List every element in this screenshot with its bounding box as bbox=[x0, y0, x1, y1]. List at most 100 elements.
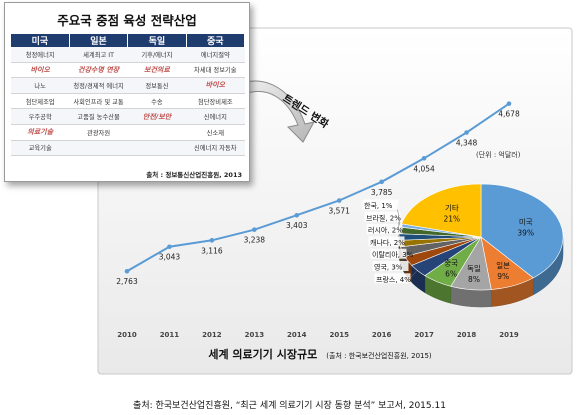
pie-label: 영국, 3% bbox=[374, 263, 403, 272]
table-row: 교육기술 신에너지 자동차 bbox=[11, 140, 245, 157]
data-label: 3,238 bbox=[244, 236, 266, 245]
table-cell: 기후/에너지 bbox=[127, 47, 187, 63]
x-tick-label: 2019 bbox=[499, 331, 519, 339]
x-tick-label: 2015 bbox=[329, 331, 349, 339]
table-cell: 첨단장비제조 bbox=[186, 93, 245, 110]
pie-label: 중국 6% bbox=[444, 258, 458, 278]
x-tick-label: 2014 bbox=[287, 331, 307, 339]
x-tick-label: 2016 bbox=[372, 331, 392, 339]
table-row: 의료기술 관광자원 신소재 bbox=[11, 124, 245, 141]
x-tick-label: 2017 bbox=[414, 331, 434, 339]
table-row: 청정에너지 세계최고 IT 기후/에너지 에너지절약 bbox=[11, 47, 245, 63]
table-cell: 안전/보안 bbox=[127, 108, 187, 125]
table-cell: 의료기술 bbox=[11, 124, 70, 141]
table-cell: 바이오 bbox=[186, 77, 245, 94]
pie-label: 일본 9% bbox=[496, 261, 510, 281]
x-tick-label: 2011 bbox=[160, 331, 180, 339]
table-cell: 신소재 bbox=[186, 124, 245, 141]
pie-label-box bbox=[366, 224, 403, 235]
table-cell: 수송 bbox=[127, 93, 187, 110]
table-cell: 사회인프라 및 교통 bbox=[69, 93, 128, 110]
data-point bbox=[124, 268, 130, 274]
table-cell: 첨단제조업 bbox=[11, 93, 70, 110]
table-header-row: 미국 일본 독일 중국 bbox=[11, 34, 246, 47]
data-point bbox=[464, 130, 469, 135]
pie-label-box bbox=[368, 236, 405, 247]
strategic-industries-table: 미국 일본 독일 중국 청정에너지 세계최고 IT 기후/에너지 에너지절약 바이오 건강수명 … bbox=[11, 34, 246, 157]
table-cell: 신에너지 bbox=[186, 108, 245, 125]
table-row: 첨단제조업 사회인프라 및 교통 수송 첨단장비제조 bbox=[11, 93, 245, 110]
chart-title: 세계 의료기기 시장규모 (출처 : 한국보건산업진흥원, 2015) bbox=[208, 343, 432, 362]
data-label: 4,054 bbox=[413, 164, 435, 173]
pie-label: 러시아, 2% bbox=[368, 226, 403, 235]
data-label: 3,043 bbox=[159, 253, 181, 262]
data-label: 2,763 bbox=[116, 277, 138, 286]
data-point bbox=[506, 101, 512, 106]
data-point bbox=[167, 244, 172, 250]
pie-label: 캐나다, 2% bbox=[370, 238, 405, 247]
pie-chart: 미국 39% 일본 9% 독일 8% 중국 6% 프랑스, 4% 영국, 3% 이탈리아, 3% 캐나… bbox=[362, 183, 564, 308]
data-label: 3,403 bbox=[286, 221, 308, 230]
table-cell: 세계최고 IT bbox=[69, 47, 128, 63]
data-label: 4,678 bbox=[498, 110, 520, 119]
data-label: 3,785 bbox=[371, 188, 393, 197]
table-cell: 고품질 농수산물 bbox=[69, 108, 128, 125]
pie-label: 브라질, 2% bbox=[366, 213, 401, 222]
x-tick-label: 2012 bbox=[202, 331, 222, 339]
table-cell: 차세대 정보기술 bbox=[186, 62, 245, 79]
table-cell: 청정/경제적 에너지 bbox=[69, 77, 128, 94]
table-cell bbox=[127, 124, 187, 141]
pie-label: 한국, 1% bbox=[364, 202, 393, 210]
table-cell: 정보통신 bbox=[127, 77, 187, 94]
data-label: 3,571 bbox=[328, 207, 350, 216]
pie-slice bbox=[480, 183, 564, 279]
table-row: 바이오 건강수명 연장 보건의료 차세대 정보기술 bbox=[11, 62, 245, 79]
table-cell: 나노 bbox=[11, 77, 70, 94]
table-cell: 에너지절약 bbox=[186, 47, 245, 63]
table-row: 우주공학 고품질 농수산물 안전/보안 신에너지 bbox=[11, 108, 245, 125]
pie-label-box bbox=[362, 199, 399, 210]
data-point bbox=[336, 198, 342, 203]
data-label: 4,348 bbox=[456, 139, 478, 148]
data-point bbox=[379, 179, 384, 185]
inset-title: 주요국 중점 육성 전략산업 bbox=[57, 13, 197, 28]
series-line bbox=[126, 102, 510, 273]
pie-label: 독일 8% bbox=[467, 264, 481, 284]
footer-source: 출처: 한국보건산업진흥원, “최근 세계 의료기기 시장 동향 분석” 보고서… bbox=[133, 401, 446, 411]
table-row: 나노 청정/경제적 에너지 정보통신 바이오 bbox=[11, 77, 245, 94]
table-cell: 관광자원 bbox=[69, 124, 128, 141]
table-cell: 우주공학 bbox=[11, 108, 70, 125]
table-cell: 건강수명 연장 bbox=[69, 62, 128, 79]
data-point bbox=[294, 212, 300, 218]
pie-label: 기타 21% bbox=[444, 204, 461, 224]
column-header: 미국 bbox=[11, 34, 70, 47]
data-point bbox=[252, 227, 257, 232]
pie-label-box bbox=[364, 211, 401, 222]
unit-label: (단위 : 억달러) bbox=[476, 150, 521, 159]
pie-label-box bbox=[372, 261, 409, 271]
table-cell bbox=[69, 140, 128, 157]
strategic-industries-panel: 주요국 중점 육성 전략산업 미국 일본 독일 중국 청정에너지 세계최고 IT 기후/에… bbox=[4, 2, 250, 182]
table-cell: 바이오 bbox=[11, 62, 70, 79]
pie-label-box bbox=[370, 248, 407, 259]
pie-slice bbox=[401, 183, 482, 238]
table-cell bbox=[127, 140, 187, 157]
x-tick-label: 2013 bbox=[245, 331, 265, 339]
table-cell: 신에너지 자동차 bbox=[186, 140, 245, 157]
table-cell: 교육기술 bbox=[11, 140, 70, 157]
data-point bbox=[421, 155, 427, 161]
inset-source: 출처 : 정보통신산업진흥원, 2013 bbox=[146, 171, 242, 179]
x-tick-label: 2010 bbox=[117, 331, 137, 339]
table-cell: 보건의료 bbox=[127, 62, 187, 79]
pie-label-box bbox=[374, 273, 411, 284]
pie-label: 프랑스, 4% bbox=[376, 276, 411, 284]
x-tick-label: 2018 bbox=[457, 331, 477, 339]
line-series-layer: 2,763 2010 3,043 2011 3,116 2012 3,238 2013 3,40… bbox=[116, 101, 520, 339]
column-header: 일본 bbox=[69, 34, 129, 47]
pie-label: 미국 39% bbox=[517, 218, 534, 238]
table-cell: 청정에너지 bbox=[11, 47, 70, 63]
column-header: 중국 bbox=[186, 34, 246, 47]
pie-label: 이탈리아, 3% bbox=[372, 250, 414, 259]
data-label: 3,116 bbox=[201, 246, 223, 255]
column-header: 독일 bbox=[127, 34, 187, 47]
